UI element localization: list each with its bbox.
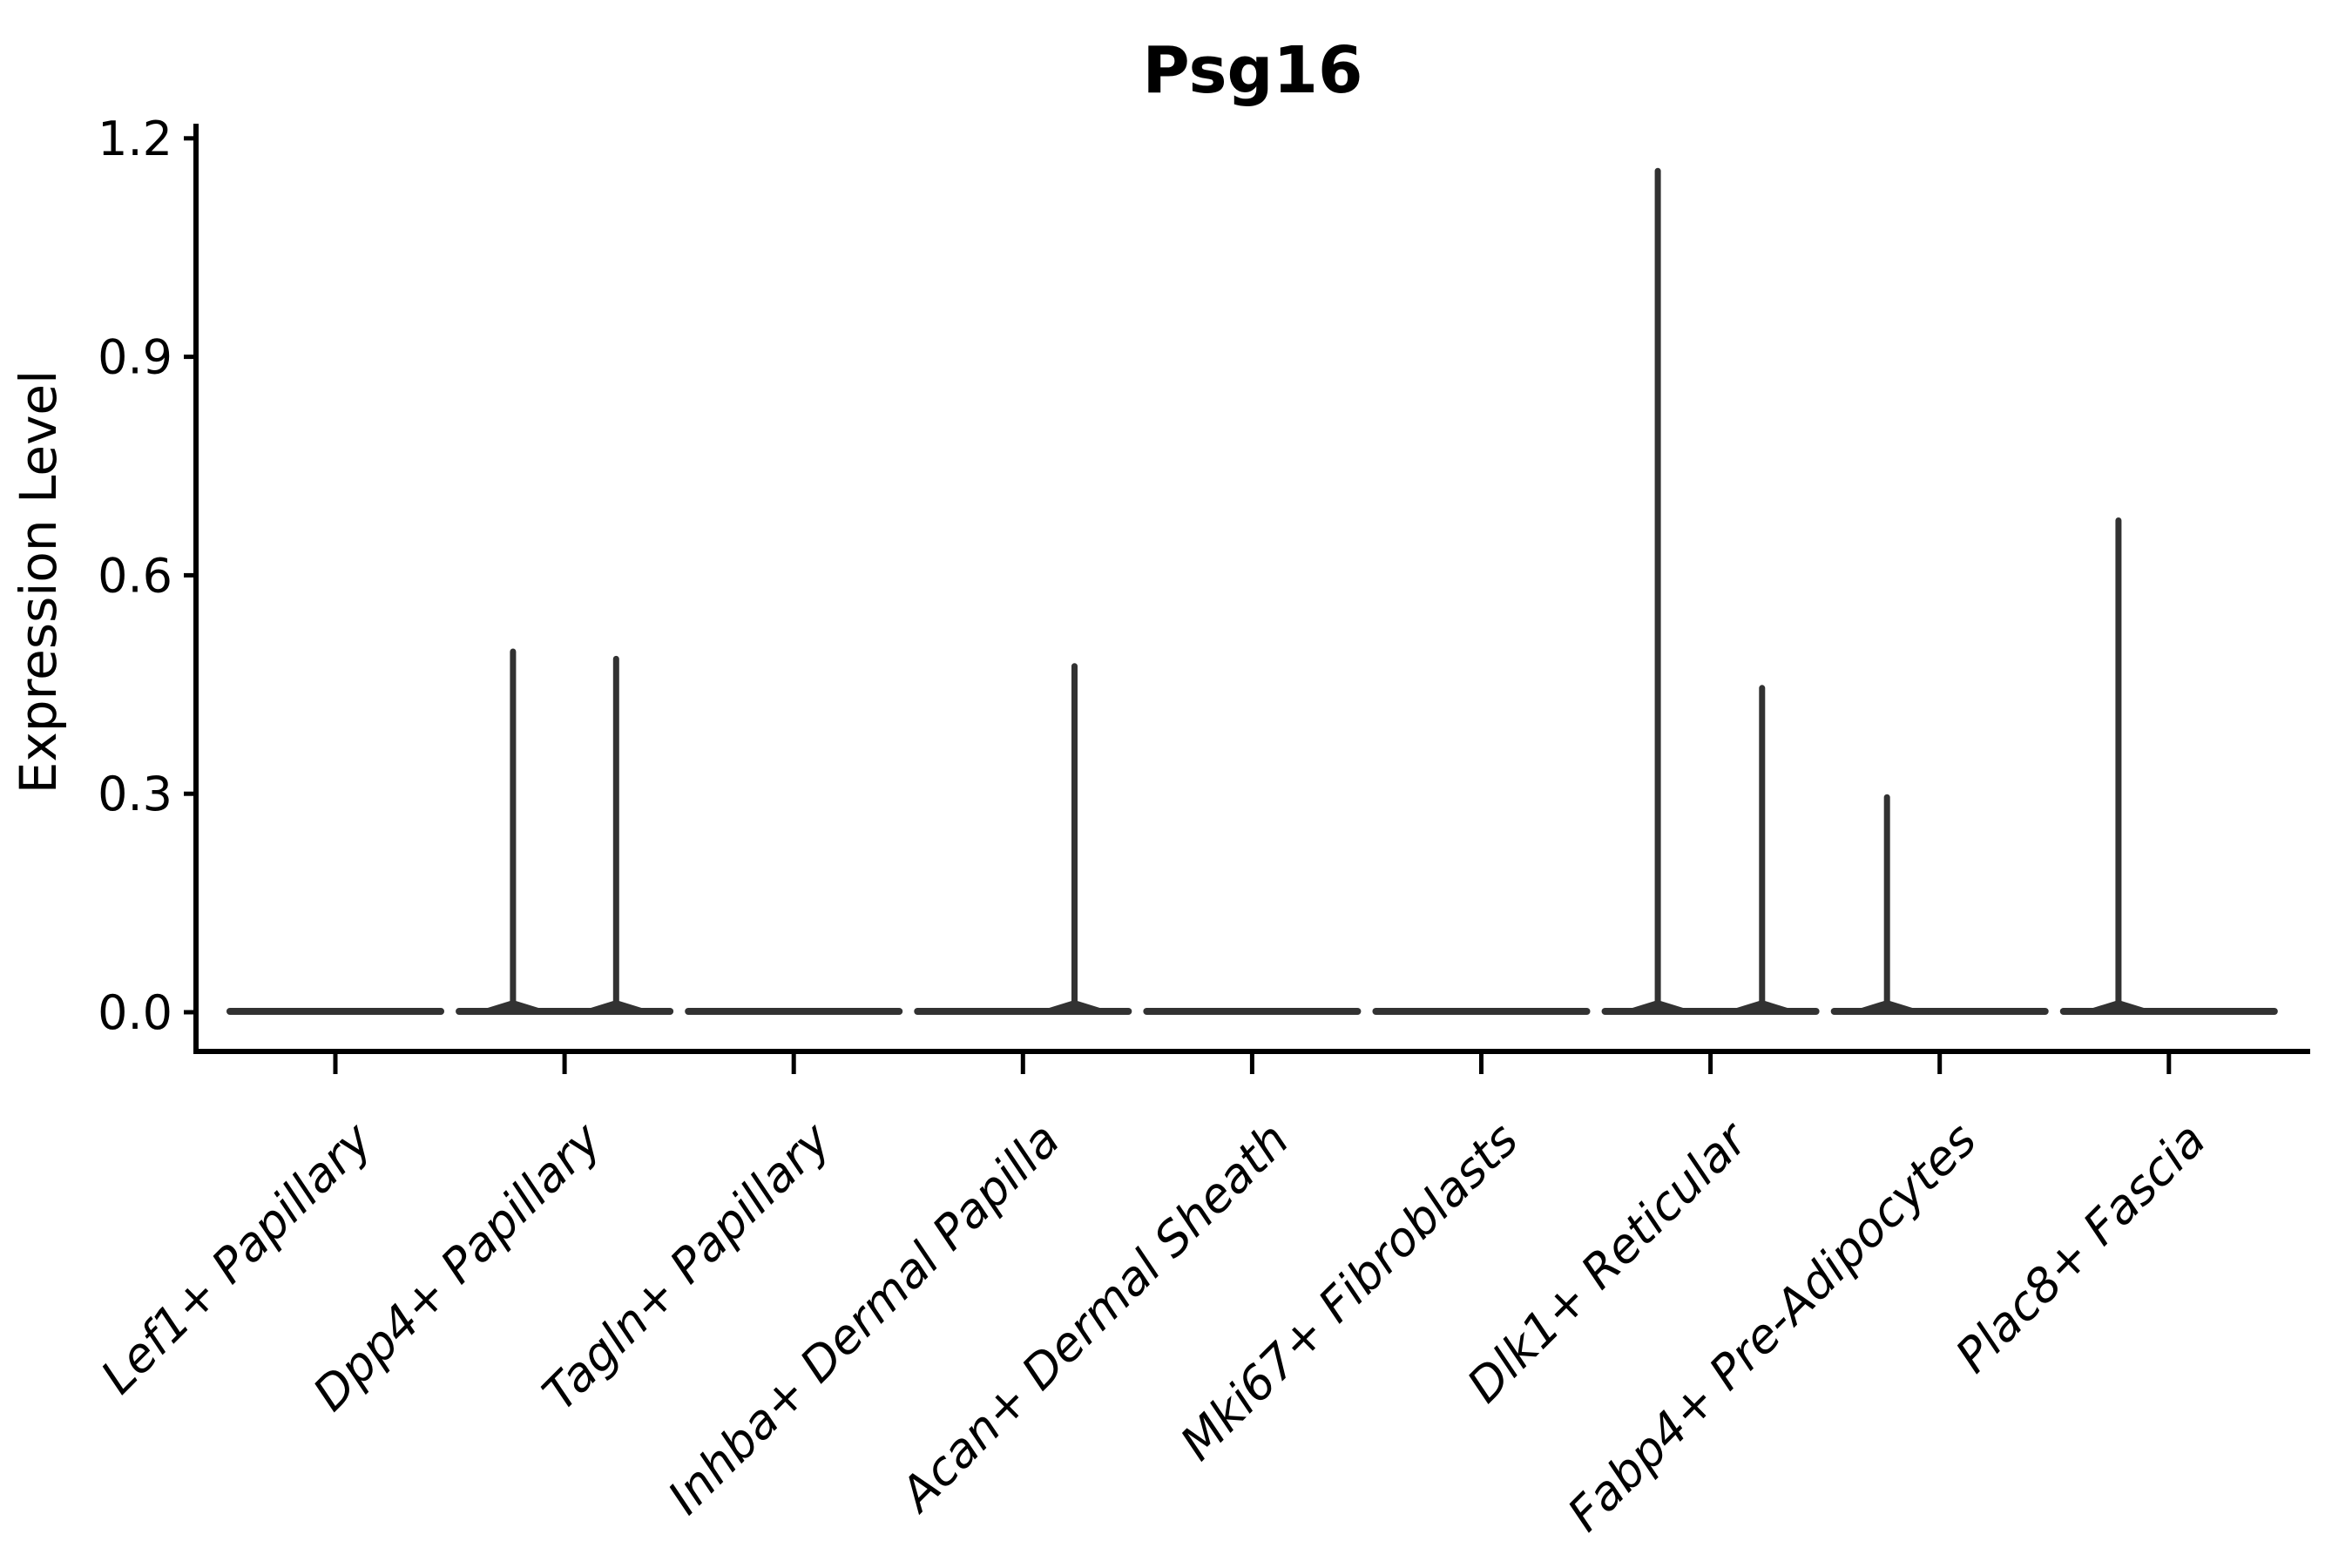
y-axis-label: Expression Level xyxy=(9,370,68,794)
violin-9 xyxy=(2059,517,2278,1015)
x-tick-label: Inhba+ Dermal Papilla xyxy=(658,1112,1071,1525)
x-tick-label: Acan+ Dermal Sheath xyxy=(889,1112,1300,1524)
y-tick-label: 0.3 xyxy=(98,767,172,821)
y-tick-labels: 0.0 0.3 0.6 0.9 1.2 xyxy=(98,112,172,1040)
violins-layer xyxy=(226,167,2278,1015)
x-tick-label: Plac8+ Fascia xyxy=(1945,1112,2216,1383)
violin-2 xyxy=(456,648,674,1015)
axes-layer xyxy=(184,124,2310,1074)
y-tick-label: 1.2 xyxy=(98,112,172,166)
violin-4 xyxy=(914,663,1132,1015)
y-tick-label: 0.6 xyxy=(98,548,172,603)
violin-8 xyxy=(1830,794,2049,1015)
x-tick-label: Fabp4+ Pre-Adipocytes xyxy=(1558,1112,1987,1542)
y-tick-label: 0.9 xyxy=(98,330,172,385)
y-tick-label: 0.0 xyxy=(98,985,172,1040)
violin-7 xyxy=(1601,167,1820,1015)
chart-title: Psg16 xyxy=(1143,33,1363,108)
